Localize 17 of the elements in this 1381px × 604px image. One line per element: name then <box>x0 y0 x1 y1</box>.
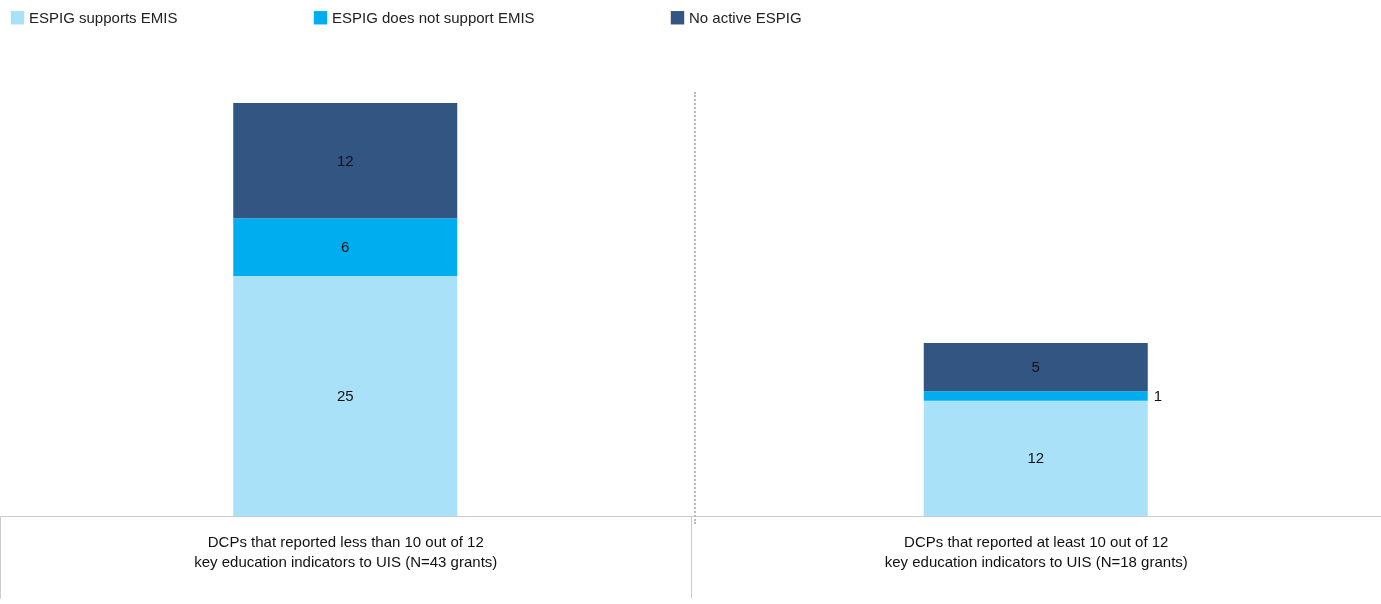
x-tick-label: DCPs that reported less than 10 out of 12 key education indicators to UIS (N=43 grants) <box>194 532 498 570</box>
bar <box>233 275 458 516</box>
legend-label: ESPIG supports EMIS <box>29 8 178 26</box>
x-tick-label: DCPs that reported at least 10 out of 12 key education indicators to UIS (N=18 grants) <box>884 532 1188 570</box>
legend-label: ESPIG does not support EMIS <box>332 8 535 26</box>
bar <box>923 391 1148 401</box>
bar <box>923 343 1148 392</box>
data-label: 12 <box>336 151 354 169</box>
bar <box>233 218 458 276</box>
bar <box>233 103 458 219</box>
data-label: 12 <box>1027 449 1045 467</box>
legend-label: No active ESPIG <box>689 8 802 26</box>
bar <box>923 400 1148 516</box>
data-label: 1 <box>1153 386 1163 404</box>
data-label: 6 <box>341 238 350 256</box>
data-label: 25 <box>336 386 354 404</box>
data-label: 5 <box>1031 358 1040 376</box>
